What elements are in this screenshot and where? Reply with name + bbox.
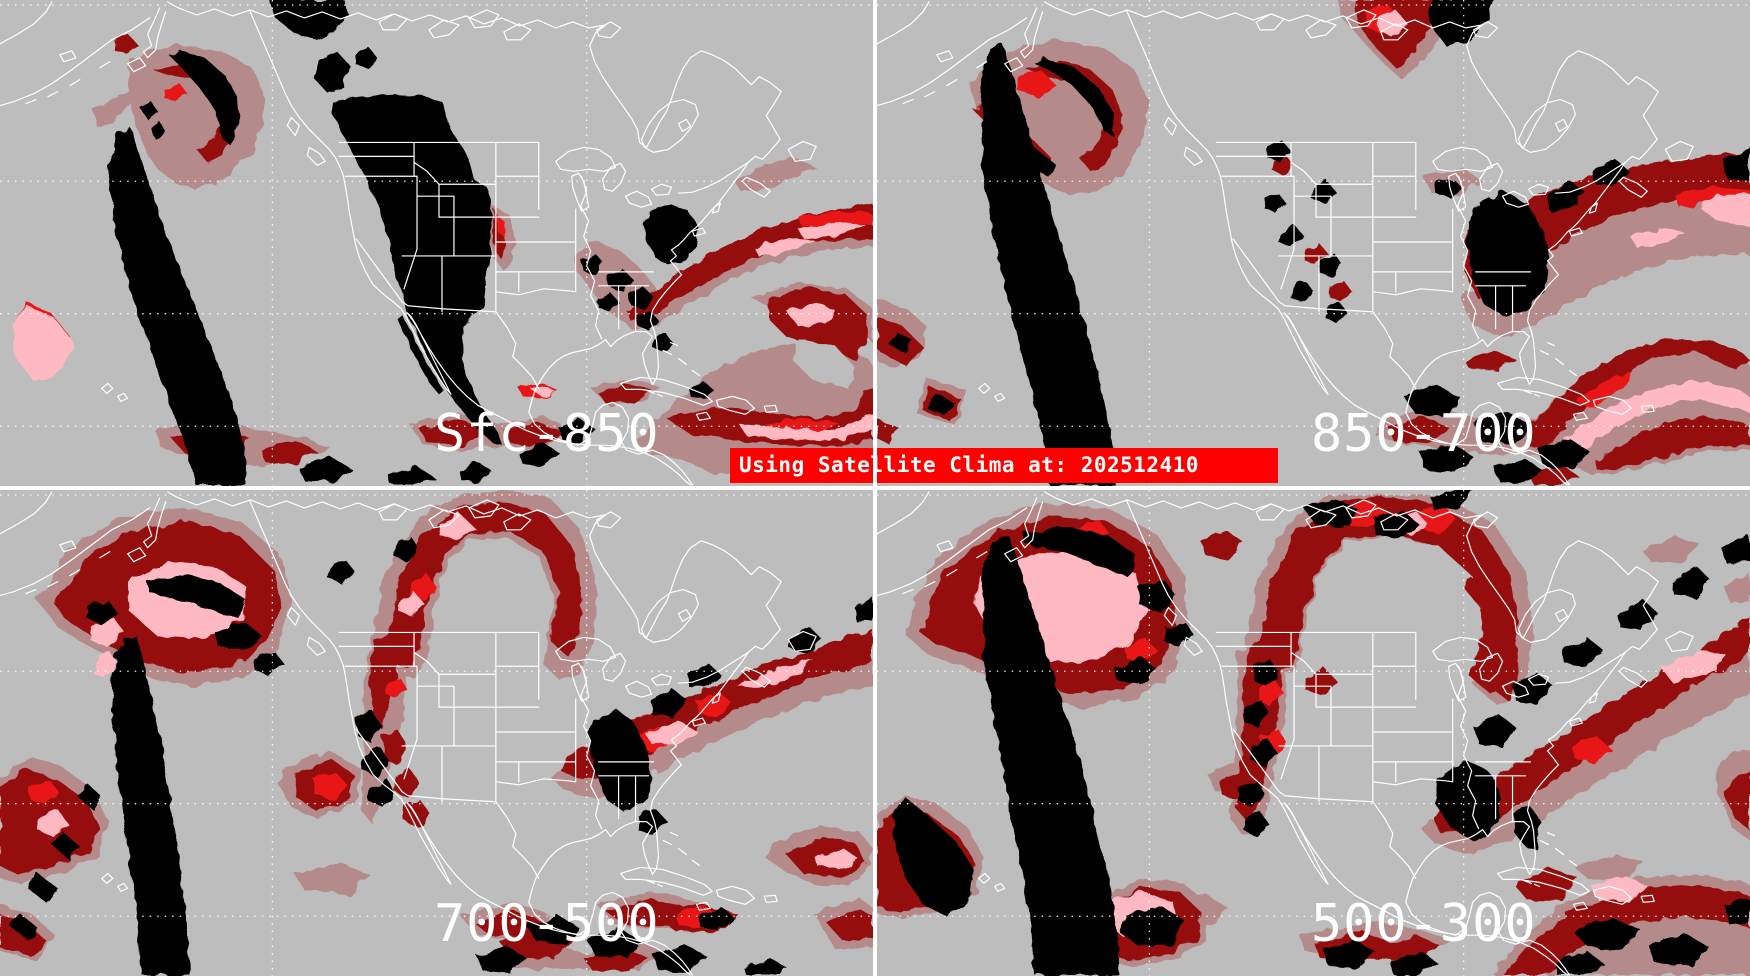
panel-label: 850-700 bbox=[1311, 404, 1537, 464]
swirl-dry-hole bbox=[793, 338, 855, 389]
panel-sfc-850: Sfc-850 bbox=[0, 0, 873, 486]
panel-label: Sfc-850 bbox=[434, 404, 660, 464]
horizontal-divider bbox=[0, 486, 1750, 490]
data-layer-700-500 bbox=[0, 490, 873, 976]
dry-layer-black bbox=[891, 490, 1750, 976]
dry-layer-black bbox=[9, 536, 873, 976]
map-700-500: 700-500 bbox=[0, 490, 873, 976]
panel-850-700: 850-700 bbox=[877, 0, 1750, 486]
panel-label: 700-500 bbox=[434, 894, 660, 954]
dry-layer-black bbox=[888, 0, 1750, 486]
map-sfc-850: Sfc-850 bbox=[0, 0, 873, 486]
dry-layer-black bbox=[109, 0, 715, 486]
map-500-300: 500-300 bbox=[877, 490, 1750, 976]
panel-500-300: 500-300 bbox=[877, 490, 1750, 976]
panel-label: 500-300 bbox=[1311, 894, 1537, 954]
status-banner: Using Satellite Clima at: 202512410 bbox=[730, 448, 1278, 483]
panel-700-500: 700-500 bbox=[0, 490, 873, 976]
map-850-700: 850-700 bbox=[877, 0, 1750, 486]
